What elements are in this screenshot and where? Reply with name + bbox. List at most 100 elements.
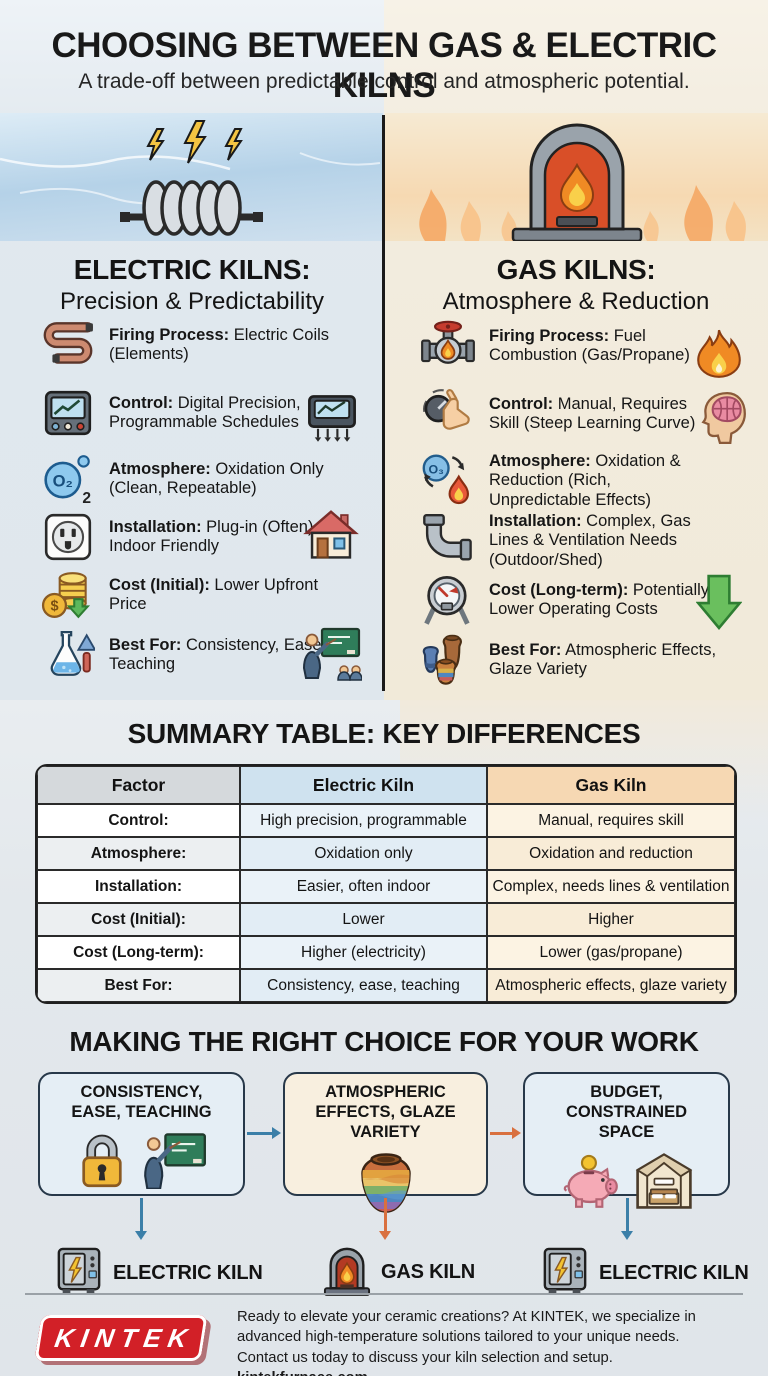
- electric-feature-control: Control: Digital Precision, Programmable…: [40, 386, 370, 440]
- choice-box-budget: BUDGET, CONSTRAINED SPACE: [523, 1072, 730, 1210]
- lightning-background-icon: [0, 120, 381, 236]
- lightning-bolts-icon: [146, 120, 243, 164]
- pipe-icon: [420, 513, 476, 569]
- flame-icon: [694, 328, 744, 387]
- electric-feature-firing: Firing Process: Electric Coils (Elements…: [40, 318, 370, 372]
- house-icon: [302, 506, 360, 567]
- feature-label: Control:: [489, 394, 554, 413]
- teacher-icon: [142, 1131, 208, 1194]
- feature-label: Atmosphere:: [489, 452, 591, 470]
- feature-text: Electric Coils (Elements): [109, 325, 330, 363]
- table-header-row: Factor Electric Kiln Gas Kiln: [37, 766, 735, 804]
- gas-feature-firing: Firing Process: Fuel Combustion (Gas/Pro…: [420, 318, 750, 374]
- gas-feature-bestfor: Best For: Atmospheric Effects, Glaze Var…: [420, 632, 750, 688]
- footer-message: Ready to elevate your ceramic creations?…: [237, 1307, 729, 1376]
- down-arrow-icon: [621, 1231, 633, 1240]
- teacher-icon: [300, 624, 363, 687]
- svg-text:2: 2: [82, 490, 91, 506]
- footer-divider: [25, 1293, 743, 1295]
- electric-feature-installation: Installation: Plug-in (Often), Indoor Fr…: [40, 510, 370, 564]
- electric-feature-bestfor: Best For: Consistency, Ease, Teaching: [40, 628, 370, 682]
- feature-text: Oxidation & Reduction (Rich, Unpredictab…: [489, 452, 681, 509]
- choice-box-label: BUDGET, CONSTRAINED SPACE: [565, 1083, 687, 1141]
- gas-banner: [385, 113, 768, 241]
- right-arrow-icon: [272, 1127, 281, 1139]
- summary-title: SUMMARY TABLE: KEY DIFFERENCES: [127, 718, 641, 749]
- feature-text: Atmospheric Effects, Glaze Variety: [489, 640, 717, 678]
- result-label: ELECTRIC KILN: [113, 1262, 263, 1284]
- feature-label: Installation:: [489, 512, 582, 530]
- website-link[interactable]: kintekfurnace.com: [237, 1370, 368, 1376]
- table-row: Atmosphere: Oxidation only Oxidation and…: [37, 837, 735, 870]
- choice-box-label: CONSISTENCY, EASE, TEACHING: [71, 1083, 212, 1121]
- page-title: CHOOSING BETWEEN GAS & ELECTRIC KILNS: [51, 26, 717, 105]
- electric-kiln-icon: [55, 1245, 103, 1302]
- feature-label: Cost (Initial):: [109, 575, 210, 594]
- gas-meter-icon: [420, 572, 476, 628]
- electric-column-heading: ELECTRIC KILNS: Precision & Predictabili…: [0, 254, 384, 316]
- flames-background-icon: [419, 123, 746, 241]
- svg-text:$: $: [50, 599, 58, 615]
- svg-text:O₃: O₃: [428, 463, 443, 477]
- connector-line: [384, 1198, 387, 1232]
- feature-text: Lower Upfront Price: [109, 575, 319, 613]
- feature-text: Potentially Lower Operating Costs: [489, 580, 710, 618]
- feature-label: Best For:: [489, 640, 562, 659]
- feature-label: Atmosphere:: [109, 459, 211, 478]
- oxygen-molecule-icon: O₂ 2: [40, 452, 96, 506]
- gas-valve-icon: [420, 318, 476, 374]
- feature-text: Manual, Requires Skill (Steep Learning C…: [489, 394, 696, 432]
- svg-text:O₂: O₂: [53, 471, 73, 490]
- column-header-electric: Electric Kiln: [240, 766, 487, 804]
- gas-subheading: Atmosphere & Reduction: [442, 288, 710, 315]
- connector-line: [490, 1132, 514, 1135]
- electric-feature-cost: $ Cost (Initial): Lower Upfront Price: [40, 568, 370, 622]
- feature-label: Firing Process:: [489, 326, 610, 345]
- feature-text: Digital Precision, Programmable Schedule…: [109, 393, 301, 431]
- heating-coil-icon: [40, 318, 96, 372]
- digital-controller-icon: [40, 386, 96, 440]
- feature-text: Consistency, Ease, Teaching: [109, 635, 327, 673]
- connector-line: [626, 1198, 629, 1232]
- table-row: Cost (Long-term): Higher (electricity) L…: [37, 936, 735, 969]
- choice-box-atmospheric: ATMOSPHERIC EFFECTS, GLAZE VARIETY: [283, 1072, 488, 1214]
- gas-feature-atmosphere: O₃ Atmosphere: Oxidation & Reduction (Ri…: [420, 452, 750, 510]
- electric-feature-atmosphere: O₂ 2 Atmosphere: Oxidation Only (Clean, R…: [40, 452, 370, 506]
- result-electric-kiln: ELECTRIC KILN: [541, 1245, 749, 1302]
- power-outlet-icon: [40, 510, 96, 564]
- knob-hand-icon: [420, 386, 476, 442]
- control-chip-icon: [304, 392, 360, 449]
- kintek-logo: KINTEK: [34, 1315, 208, 1361]
- result-electric-kiln: ELECTRIC KILN: [55, 1245, 263, 1302]
- kintek-logo-text: KINTEK: [52, 1322, 197, 1353]
- choice-title: MAKING THE RIGHT CHOICE FOR YOUR WORK: [69, 1026, 699, 1057]
- pottery-vases-icon: [420, 632, 476, 688]
- feature-label: Control:: [109, 393, 174, 412]
- feature-text: Complex, Gas Lines & Ventilation Needs (…: [489, 512, 691, 569]
- table-row: Control: High precision, programmable Ma…: [37, 804, 735, 837]
- feature-text: Oxidation Only (Clean, Repeatable): [109, 459, 324, 497]
- electric-subheading: Precision & Predictability: [59, 288, 325, 315]
- flask-icon: [40, 628, 96, 682]
- choice-box-label: ATMOSPHERIC EFFECTS, GLAZE VARIETY: [315, 1083, 456, 1141]
- feature-label: Cost (Long-term):: [489, 580, 629, 599]
- summary-table: Factor Electric Kiln Gas Kiln Control: H…: [35, 764, 737, 1004]
- piggy-bank-icon: [560, 1150, 620, 1215]
- feature-label: Best For:: [109, 635, 182, 654]
- table-row: Installation: Easier, often indoor Compl…: [37, 870, 735, 903]
- page-subtitle: A trade-off between predictable control …: [78, 70, 690, 93]
- down-arrow-icon: [135, 1231, 147, 1240]
- gas-feature-cost: Cost (Long-term): Potentially Lower Oper…: [420, 572, 750, 628]
- column-header-factor: Factor: [37, 766, 240, 804]
- choice-box-consistency: CONSISTENCY, EASE, TEACHING: [38, 1072, 245, 1196]
- feature-text: Plug-in (Often), Indoor Friendly: [109, 517, 319, 555]
- connector-line: [140, 1198, 143, 1232]
- connector-line: [247, 1132, 274, 1135]
- column-divider: [382, 115, 385, 691]
- green-down-arrow-icon: [695, 574, 743, 635]
- padlock-icon: [76, 1133, 128, 1194]
- brain-icon: [696, 390, 748, 451]
- table-row: Best For: Consistency, ease, teaching At…: [37, 969, 735, 1002]
- gas-heading: GAS KILNS:: [496, 254, 656, 285]
- feature-label: Firing Process:: [109, 325, 230, 344]
